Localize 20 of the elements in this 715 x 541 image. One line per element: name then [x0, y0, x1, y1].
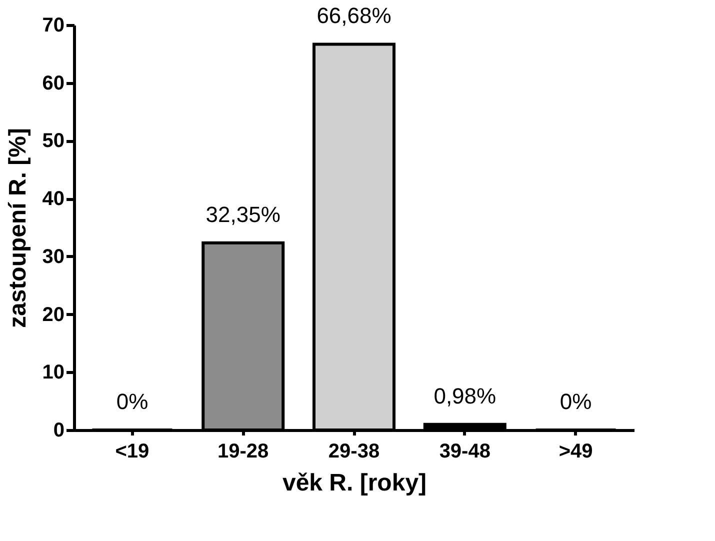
x-tick-label: <19: [115, 440, 150, 462]
x-tick-label: 39-48: [439, 440, 490, 462]
x-axis-title: věk R. [roky]: [282, 470, 427, 496]
y-tick-label: 10: [42, 362, 64, 384]
y-tick-label: 30: [42, 246, 64, 268]
y-tick-label: 0: [53, 420, 64, 442]
x-tick-label: 29-38: [328, 440, 380, 462]
y-tick-label: 40: [42, 188, 64, 210]
data-label: 32,35%: [206, 202, 280, 227]
y-axis-title: zastoupení R. [%]: [4, 128, 32, 328]
y-tick-label: 50: [42, 130, 64, 152]
x-tick-label: 19-28: [218, 440, 269, 462]
y-tick-label: 20: [42, 304, 64, 326]
x-tick-label: >49: [558, 440, 593, 462]
data-label: 0,98%: [434, 383, 496, 408]
data-label: 0%: [560, 389, 592, 414]
y-tick-label: 70: [42, 14, 64, 36]
data-label: 0%: [116, 389, 148, 414]
data-label: 66,68%: [316, 3, 392, 28]
y-tick-label: 60: [42, 72, 64, 94]
